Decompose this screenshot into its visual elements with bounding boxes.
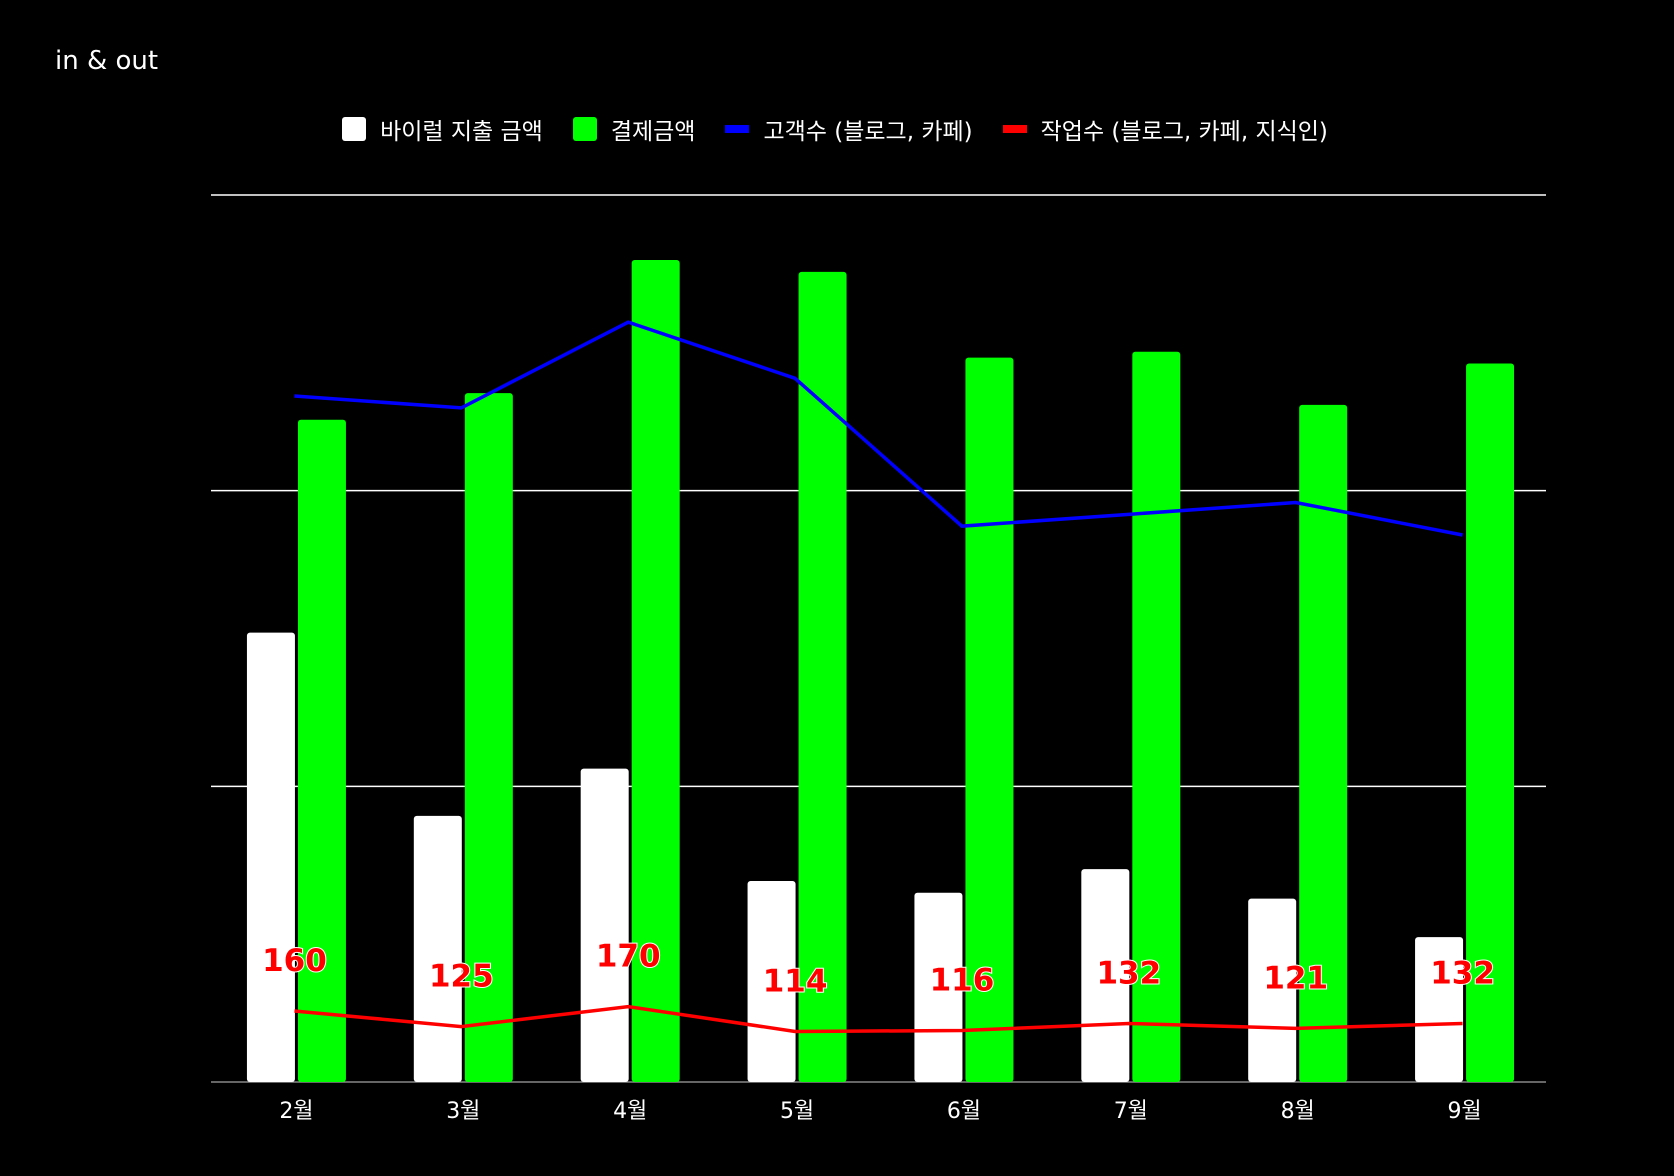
bar-viral-spend	[914, 892, 963, 1082]
legend-label-customers: 고객수 (블로그, 카페)	[763, 119, 973, 145]
data-label-tasks: 121	[1263, 960, 1328, 996]
bar-payment	[631, 260, 680, 1083]
chart-title: in & out	[55, 46, 159, 76]
bar-viral-spend	[1415, 937, 1464, 1082]
data-label-tasks: 132	[1096, 955, 1161, 991]
bar-payment	[798, 271, 847, 1083]
legend-label-viral-spend: 바이럴 지출 금액	[380, 119, 543, 145]
line-tasks	[294, 1004, 1463, 1034]
legend-swatch-customers	[725, 125, 750, 133]
bar-payment	[1299, 404, 1348, 1082]
legend-item-viral-spend[interactable]: 바이럴 지출 금액	[342, 112, 543, 146]
bar-viral-spend	[747, 880, 796, 1082]
legend-label-payment: 결제금액	[610, 119, 696, 145]
data-label-tasks: 116	[930, 963, 995, 999]
x-tick-label: 6월	[947, 1099, 981, 1124]
bar-payment	[965, 357, 1014, 1082]
bar-viral-spend	[580, 768, 629, 1082]
bar-payment	[1132, 351, 1181, 1082]
line-customers	[294, 320, 1463, 537]
data-label-tasks: 170	[596, 939, 661, 975]
data-label-tasks: 114	[763, 963, 828, 999]
legend-swatch-payment	[572, 117, 597, 141]
bar-viral-spend	[246, 632, 295, 1082]
legend-item-payment[interactable]: 결제금액	[572, 112, 696, 146]
bar-payment	[464, 393, 513, 1082]
x-tick-label: 7월	[1114, 1099, 1148, 1124]
data-label-tasks: 160	[262, 943, 327, 979]
x-tick-label: 8월	[1281, 1099, 1315, 1124]
data-label-tasks: 125	[429, 959, 494, 995]
x-tick-label: 4월	[613, 1099, 647, 1124]
bar-payment	[297, 419, 346, 1082]
bar-viral-spend	[1248, 898, 1297, 1082]
x-tick-label: 5월	[780, 1099, 814, 1124]
x-tick-label: 9월	[1447, 1099, 1481, 1124]
legend-swatch-viral-spend	[342, 117, 367, 141]
x-tick-label: 2월	[279, 1099, 313, 1124]
legend-item-tasks[interactable]: 작업수 (블로그, 카페, 지식인)	[1002, 112, 1328, 146]
legend-item-customers[interactable]: 고객수 (블로그, 카페)	[725, 112, 973, 146]
legend-swatch-tasks	[1002, 125, 1027, 133]
bar-viral-spend	[1081, 869, 1130, 1082]
legend: 바이럴 지출 금액 결제금액 고객수 (블로그, 카페) 작업수 (블로그, 카…	[0, 112, 1674, 146]
bar-viral-spend	[413, 815, 462, 1082]
bar-payment	[1466, 363, 1515, 1082]
x-tick-label: 3월	[446, 1099, 480, 1124]
data-label-tasks: 132	[1430, 955, 1495, 991]
legend-label-tasks: 작업수 (블로그, 카페, 지식인)	[1040, 119, 1328, 145]
